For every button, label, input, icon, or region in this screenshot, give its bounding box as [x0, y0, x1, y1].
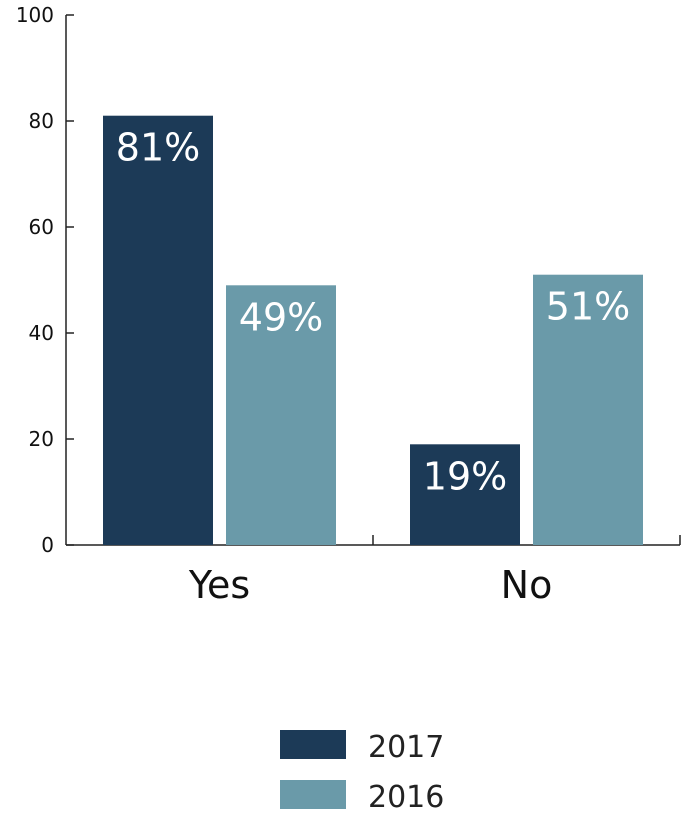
y-tick-label: 40 [29, 321, 54, 345]
bar-no-2016 [533, 274, 643, 545]
x-tick-label: No [501, 563, 553, 607]
data-label: 81% [116, 126, 200, 170]
data-label: 49% [239, 295, 323, 339]
legend-swatch-2016 [280, 780, 346, 809]
bar-yes-2016 [226, 285, 336, 545]
bar-no-2017 [410, 444, 520, 545]
x-tick-label: Yes [188, 563, 250, 607]
data-label: 19% [423, 454, 507, 498]
y-tick-label: 0 [41, 533, 54, 557]
y-tick-label: 20 [29, 427, 54, 451]
data-label: 51% [546, 285, 630, 329]
y-tick-label: 60 [29, 215, 54, 239]
y-tick-label: 100 [16, 3, 54, 27]
y-tick-label: 80 [29, 109, 54, 133]
legend-swatch-2017 [280, 730, 346, 759]
legend-label: 2016 [368, 780, 444, 815]
legend-label: 2017 [368, 730, 444, 765]
bar-yes-2017 [103, 115, 213, 545]
